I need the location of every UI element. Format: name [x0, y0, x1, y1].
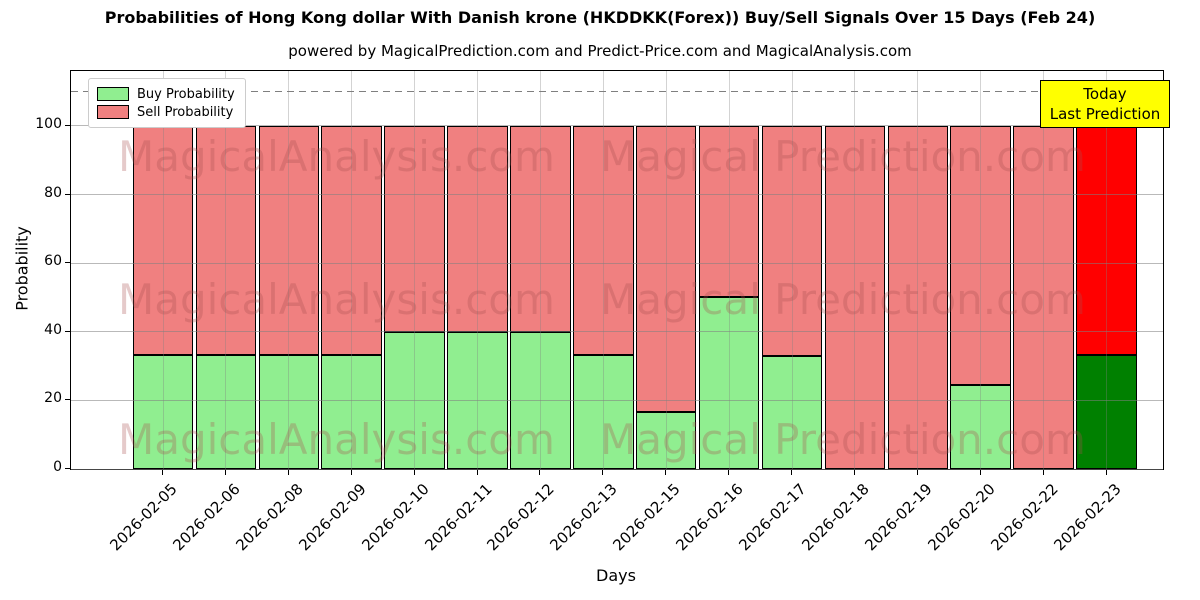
y-tick-label: 20: [44, 390, 62, 407]
sell-bar-segment: [824, 125, 886, 469]
sell-bar-segment: [698, 125, 760, 298]
legend-item-buy: Buy Probability: [97, 85, 235, 103]
grid-line-horizontal: [71, 468, 1163, 470]
grid-line-horizontal: [71, 194, 1163, 196]
x-tick-mark: [224, 470, 226, 475]
sell-bar-segment: [132, 125, 194, 355]
x-tick-label-text: 2026-02-05: [106, 480, 181, 555]
today-annotation: Today Last Prediction: [1040, 80, 1170, 128]
x-tick-mark: [476, 470, 478, 475]
sell-bar-segment: [761, 125, 823, 356]
grid-line-vertical: [917, 71, 919, 469]
x-tick-mark: [350, 470, 352, 475]
y-tick-label: 0: [53, 459, 62, 475]
grid-line-vertical: [225, 71, 227, 469]
buy-bar-segment: [761, 355, 823, 469]
sell-bar-segment: [950, 125, 1011, 385]
legend-swatch-buy: [97, 87, 129, 101]
buy-bar-segment: [321, 354, 382, 469]
x-tick-mark: [916, 470, 918, 475]
x-tick-mark: [979, 470, 981, 475]
y-tick-label: 80: [44, 184, 62, 201]
grid-line-vertical: [288, 71, 290, 469]
y-tick-mark: [65, 468, 70, 469]
x-tick-mark: [665, 470, 667, 475]
y-tick-mark: [65, 262, 70, 264]
dashed-threshold-line: [71, 90, 1163, 93]
grid-line-vertical: [162, 71, 164, 469]
x-tick-mark: [1105, 470, 1107, 475]
y-tick-label: 40: [44, 321, 62, 338]
sell-bar-segment: [510, 125, 571, 332]
plot-area: [70, 70, 1164, 470]
sell-bar-segment: [321, 125, 382, 355]
annotation-line2: Last Prediction: [1049, 105, 1161, 123]
grid-line-vertical: [665, 71, 667, 469]
legend-label-sell: Sell Probability: [137, 104, 234, 120]
grid-line-vertical: [980, 71, 982, 469]
grid-line-vertical: [791, 71, 793, 469]
sell-bar-segment: [195, 125, 257, 355]
x-tick-mark: [287, 470, 289, 475]
buy-bar-segment: [573, 354, 634, 469]
buy-bar-segment: [635, 411, 697, 469]
grid-line-horizontal: [71, 331, 1163, 333]
grid-line-vertical: [602, 71, 604, 469]
buy-bar-segment: [1076, 354, 1137, 469]
grid-line-horizontal: [71, 262, 1163, 264]
grid-line-vertical: [1106, 71, 1107, 469]
buy-bar-segment: [132, 354, 194, 469]
grid-line-vertical: [477, 71, 478, 469]
x-tick-mark: [1042, 470, 1044, 475]
grid-line-vertical: [351, 71, 353, 469]
grid-line-horizontal: [71, 399, 1163, 401]
sell-bar-segment: [573, 125, 634, 355]
x-tick-mark: [162, 470, 163, 475]
x-tick-mark: [413, 470, 415, 475]
chart-title: Probabilities of Hong Kong dollar With D…: [104, 8, 1096, 27]
x-tick-mark: [791, 470, 792, 475]
x-tick-mark: [602, 470, 604, 475]
grid-line-vertical: [1043, 71, 1045, 469]
grid-line-vertical: [539, 71, 541, 469]
chart-subtitle: powered by MagicalPrediction.com and Pre…: [288, 42, 912, 60]
sell-bar-segment: [1013, 125, 1074, 469]
grid-line-horizontal: [71, 125, 1163, 127]
legend-swatch-sell: [97, 105, 129, 119]
sell-bar-segment: [635, 125, 697, 412]
sell-bar-segment: [887, 125, 949, 469]
buy-bar-segment: [195, 354, 257, 469]
y-tick-mark: [65, 399, 70, 401]
legend: Buy Probability Sell Probability: [88, 78, 246, 128]
x-axis-label: Days: [596, 566, 636, 585]
buy-bar-segment: [258, 354, 320, 469]
buy-bar-segment: [950, 384, 1011, 469]
sell-bar-segment: [258, 125, 320, 355]
grid-line-vertical: [854, 71, 856, 469]
annotation-line1: Today: [1083, 85, 1127, 103]
sell-bar-segment: [1076, 125, 1137, 355]
y-tick-mark: [65, 124, 70, 126]
y-tick-mark: [65, 193, 70, 195]
grid-line-vertical: [414, 71, 416, 469]
legend-label-buy: Buy Probability: [137, 86, 235, 102]
y-tick-label: 100: [35, 115, 62, 132]
grid-line-vertical: [728, 71, 730, 469]
y-tick-label: 60: [44, 253, 62, 270]
x-tick-mark: [539, 470, 541, 475]
buy-bar-segment: [698, 297, 760, 469]
y-tick-mark: [65, 330, 70, 332]
x-tick-mark: [853, 470, 855, 475]
legend-item-sell: Sell Probability: [97, 103, 235, 121]
x-tick-mark: [728, 470, 730, 475]
x-tick-label: 2026-02-23: [1050, 479, 1199, 554]
